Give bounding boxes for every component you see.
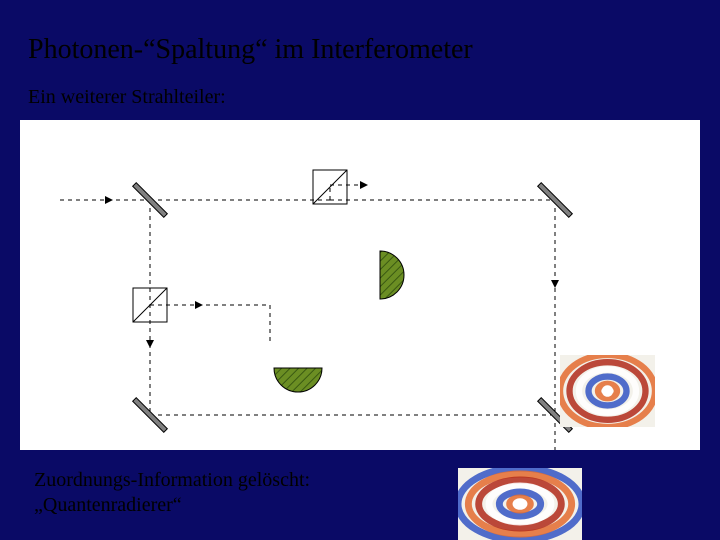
interference-pattern xyxy=(458,468,582,540)
page-title: Photonen-“Spaltung“ im Interferometer xyxy=(28,34,473,66)
arrowhead xyxy=(105,196,113,204)
arrowhead xyxy=(360,181,368,189)
detector-icon xyxy=(274,368,322,392)
footer-line2: „Quantenradierer“ xyxy=(34,494,182,516)
arrowhead xyxy=(551,280,559,288)
arrowhead xyxy=(195,301,203,309)
interference-pattern xyxy=(560,355,655,427)
subtitle: Ein weiterer Strahlteiler: xyxy=(28,86,226,109)
detector-icon xyxy=(380,251,404,299)
mirror xyxy=(538,183,573,218)
mirror xyxy=(133,183,168,218)
arrowhead xyxy=(146,340,154,348)
footer-text: Zuordnungs-Information gelöscht: „Quante… xyxy=(34,468,310,518)
footer-line1: Zuordnungs-Information gelöscht: xyxy=(34,469,310,491)
